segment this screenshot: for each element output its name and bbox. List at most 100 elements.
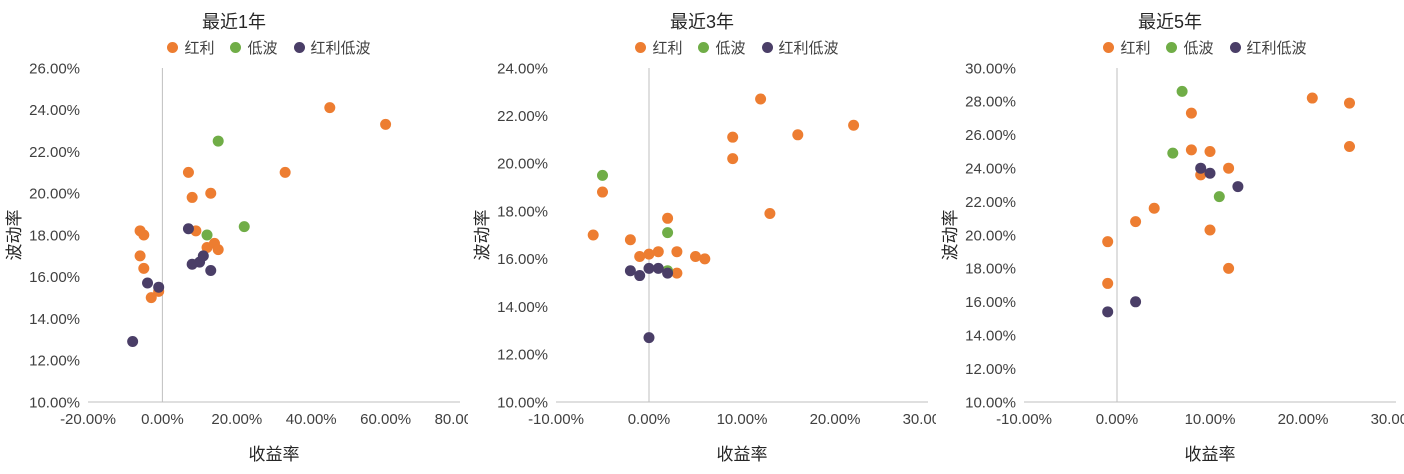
scatter-plot: 波动率 收益率 10.00% 12.00% 14.00% 16.00% 18.00% 20… xyxy=(473,60,936,464)
legend-item: 红利低波 xyxy=(761,37,839,58)
scatter-point xyxy=(1232,181,1244,193)
scatter-point xyxy=(1185,144,1197,156)
legend-item: 红利低波 xyxy=(1229,37,1307,58)
scatter-point xyxy=(671,267,683,279)
scatter-point xyxy=(634,250,646,262)
x-tick-label: -10.00% xyxy=(996,411,1052,428)
x-axis-title: 收益率 xyxy=(717,445,768,464)
y-tick-label: 26.00% xyxy=(29,60,80,77)
scatter-point xyxy=(699,253,711,265)
scatter-point xyxy=(1130,296,1142,308)
legend-item: 红利 xyxy=(635,37,682,58)
chart-legend: 红利 低波 红利低波 xyxy=(936,34,1404,60)
x-tick-label: 10.00% xyxy=(1185,411,1236,428)
scatter-point xyxy=(755,93,767,105)
x-axis-title: 收益率 xyxy=(249,445,300,464)
scatter-point xyxy=(662,227,674,239)
scatter-point xyxy=(1344,97,1355,109)
scatter-point xyxy=(205,187,217,199)
scatter-point xyxy=(848,119,860,131)
y-tick-label: 10.00% xyxy=(29,394,80,411)
scatter-point xyxy=(201,229,213,241)
y-tick-label: 20.00% xyxy=(965,227,1016,244)
y-axis-title: 波动率 xyxy=(5,210,24,261)
y-tick-label: 14.00% xyxy=(965,327,1016,344)
scatter-point xyxy=(1223,162,1235,174)
scatter-point xyxy=(652,262,664,274)
scatter-point xyxy=(186,191,198,203)
scatter-point xyxy=(1130,216,1142,228)
scatter-point xyxy=(1204,224,1216,236)
y-tick-label: 24.00% xyxy=(965,160,1016,177)
scatter-point xyxy=(1185,107,1197,119)
scatter-point xyxy=(1344,140,1355,152)
scatter-point xyxy=(134,250,146,262)
scatter-point xyxy=(792,129,804,141)
legend-dot-icon xyxy=(1166,41,1178,53)
x-tick-label: 20.00% xyxy=(810,411,861,428)
chart-last-3-years: 最近3年 红利 低波 红利低波 波动率 收益率 10.00% 12.00% 14.00%… xyxy=(468,0,936,474)
y-axis-title: 波动率 xyxy=(941,210,960,261)
scatter-point xyxy=(652,246,664,258)
legend-label: 红利 xyxy=(184,39,215,57)
legend-label: 红利低波 xyxy=(778,39,839,57)
scatter-point xyxy=(634,270,646,282)
y-tick-label: 28.00% xyxy=(965,94,1016,111)
scatter-point xyxy=(671,246,683,258)
y-tick-label: 18.00% xyxy=(29,227,80,244)
legend-item: 红利 xyxy=(1103,37,1150,58)
scatter-point xyxy=(643,332,655,344)
x-tick-label: 0.00% xyxy=(628,411,671,428)
scatter-point xyxy=(1213,191,1225,203)
y-tick-label: 22.00% xyxy=(497,108,548,125)
scatter-point xyxy=(690,250,701,262)
scatter-point xyxy=(1176,85,1188,97)
legend-label: 低波 xyxy=(1183,39,1214,57)
y-axis-title: 波动率 xyxy=(473,210,492,261)
y-tick-label: 26.00% xyxy=(965,127,1016,144)
x-tick-label: -20.00% xyxy=(60,411,116,428)
scatter-point xyxy=(153,281,165,293)
legend-label: 红利 xyxy=(1120,39,1151,57)
legend-label: 红利低波 xyxy=(310,39,371,57)
chart-legend: 红利 低波 红利低波 xyxy=(0,34,468,60)
scatter-plot: 波动率 收益率 10.00% 12.00% 14.00% 16.00% 18.00% 20… xyxy=(5,60,468,464)
y-tick-label: 20.00% xyxy=(29,186,80,203)
x-tick-label: 30.00% xyxy=(1371,411,1404,428)
scatter-point xyxy=(662,267,674,279)
legend-dot-icon xyxy=(230,41,242,53)
y-tick-label: 18.00% xyxy=(965,261,1016,278)
scatter-point xyxy=(1102,236,1114,248)
scatter-point xyxy=(1306,92,1318,104)
legend-dot-icon xyxy=(635,41,647,53)
scatter-point xyxy=(1223,262,1235,274)
y-tick-label: 20.00% xyxy=(497,156,548,173)
scatter-point xyxy=(145,292,157,304)
scatter-point xyxy=(212,244,224,256)
x-tick-label: 80.00% xyxy=(435,411,468,428)
chart-last-5-years: 最近5年 红利 低波 红利低波 波动率 收益率 10.00% 12.00% 14.00%… xyxy=(936,0,1404,474)
legend-label: 红利低波 xyxy=(1246,39,1307,57)
legend-dot-icon xyxy=(1229,41,1241,53)
y-tick-label: 14.00% xyxy=(29,311,80,328)
y-tick-label: 24.00% xyxy=(29,102,80,119)
x-tick-label: 0.00% xyxy=(141,411,184,428)
x-tick-label: 20.00% xyxy=(211,411,262,428)
scatter-point xyxy=(1204,167,1216,179)
x-tick-label: 30.00% xyxy=(903,411,936,428)
scatter-point xyxy=(205,264,217,276)
x-tick-label: 0.00% xyxy=(1096,411,1139,428)
scatter-point xyxy=(643,262,655,274)
x-tick-label: 40.00% xyxy=(286,411,337,428)
scatter-point xyxy=(764,208,776,220)
scatter-point xyxy=(727,131,739,143)
scatter-point xyxy=(643,248,655,260)
legend-dot-icon xyxy=(293,41,305,53)
scatter-point xyxy=(587,229,599,241)
scatter-point xyxy=(380,118,392,130)
x-tick-label: 60.00% xyxy=(360,411,411,428)
scatter-point xyxy=(182,166,194,178)
scatter-point xyxy=(324,102,336,114)
chart-title: 最近1年 xyxy=(201,12,266,32)
scatter-point xyxy=(1195,162,1207,174)
